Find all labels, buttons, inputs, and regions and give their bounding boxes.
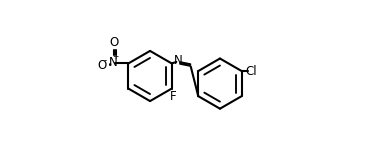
Text: -: - [104, 56, 107, 65]
Text: N: N [174, 54, 182, 67]
Text: O: O [110, 36, 119, 49]
Text: +: + [112, 52, 118, 61]
Text: Cl: Cl [245, 65, 257, 78]
Text: F: F [170, 90, 176, 103]
Text: O: O [98, 59, 107, 72]
Text: N: N [109, 56, 118, 69]
